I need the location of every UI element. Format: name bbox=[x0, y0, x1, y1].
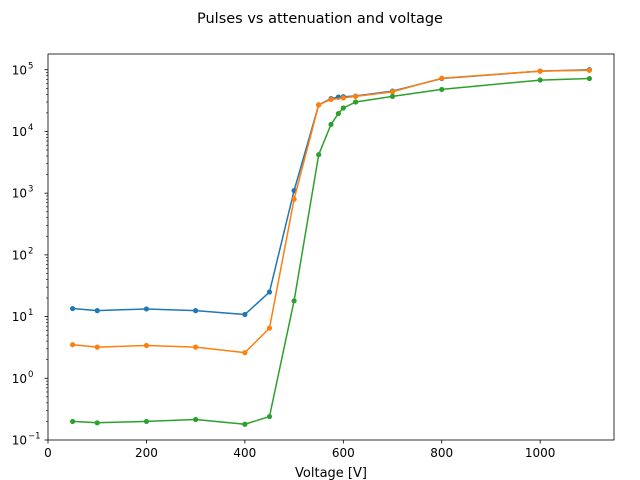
series-1-point bbox=[94, 308, 100, 314]
series-line-2 bbox=[72, 69, 590, 354]
series-3-point bbox=[340, 105, 346, 111]
series-2-point bbox=[291, 196, 297, 202]
series-2-point bbox=[143, 342, 150, 349]
x-tick-label: 800 bbox=[430, 446, 453, 460]
y-tick-exponent: 1 bbox=[28, 308, 33, 318]
series-2-point bbox=[389, 89, 396, 95]
series-2-point bbox=[193, 344, 199, 350]
series-2-point bbox=[94, 344, 100, 350]
y-tick-exponent: −1 bbox=[28, 432, 41, 442]
x-axis-label: Voltage [V] bbox=[295, 466, 367, 480]
series-3-point bbox=[242, 421, 248, 427]
y-tick-label: 10 bbox=[12, 187, 27, 201]
series-3-point bbox=[94, 420, 100, 426]
series-1-point bbox=[143, 306, 150, 312]
series-2-point bbox=[537, 68, 543, 74]
series-3-point bbox=[291, 298, 297, 304]
series-3-point bbox=[328, 121, 334, 128]
chart-title: Pulses vs attenuation and voltage bbox=[197, 11, 443, 27]
series-2-point bbox=[439, 75, 445, 81]
x-tick-label: 400 bbox=[233, 446, 256, 460]
x-axis: 0 200 400 600 800 1000 bbox=[44, 440, 555, 460]
series-3-point bbox=[439, 86, 445, 93]
series-2-point bbox=[316, 102, 322, 108]
series-3-point bbox=[266, 413, 273, 420]
x-tick-label: 0 bbox=[44, 446, 52, 460]
series-3-point bbox=[143, 418, 150, 425]
series-3-point bbox=[193, 416, 199, 423]
series-3-point bbox=[70, 418, 76, 425]
series-line-3 bbox=[72, 77, 590, 425]
series-3-point bbox=[316, 152, 322, 158]
x-tick-label: 600 bbox=[332, 446, 355, 460]
series-1-point bbox=[70, 305, 76, 312]
y-tick-label: 10 bbox=[12, 372, 27, 386]
y-tick-label: 10 bbox=[12, 63, 27, 77]
y-tick-label: 10 bbox=[12, 125, 27, 139]
series-2-point bbox=[70, 342, 76, 348]
y-tick-exponent: 5 bbox=[28, 61, 33, 71]
y-tick-exponent: 3 bbox=[28, 185, 33, 195]
series-3-point bbox=[586, 75, 592, 82]
x-tick-label: 200 bbox=[135, 446, 158, 460]
y-tick-exponent: 0 bbox=[28, 370, 33, 380]
series-2-point bbox=[340, 95, 346, 101]
series-1-point bbox=[242, 311, 248, 318]
series-2-point bbox=[586, 67, 592, 73]
y-tick-label: 10 bbox=[12, 310, 27, 324]
x-tick-label: 1000 bbox=[525, 446, 556, 460]
series-line-1 bbox=[72, 69, 590, 316]
y-tick-exponent: 2 bbox=[28, 246, 33, 256]
series-3-point bbox=[335, 110, 341, 117]
plot-frame bbox=[47, 53, 615, 441]
series-2-point bbox=[353, 93, 359, 99]
series-1-point bbox=[266, 289, 273, 295]
series-1-point bbox=[193, 308, 199, 314]
series-2-point bbox=[266, 325, 273, 331]
series-3-point bbox=[537, 77, 543, 83]
series-2-point bbox=[242, 350, 248, 356]
y-tick-label: 10 bbox=[12, 434, 27, 448]
series-3-point bbox=[389, 93, 396, 99]
y-tick-label: 10 bbox=[12, 248, 27, 262]
series-2-point bbox=[328, 96, 334, 103]
series-layer bbox=[70, 67, 592, 427]
y-tick-exponent: 4 bbox=[28, 123, 33, 133]
series-3-point bbox=[353, 99, 359, 105]
